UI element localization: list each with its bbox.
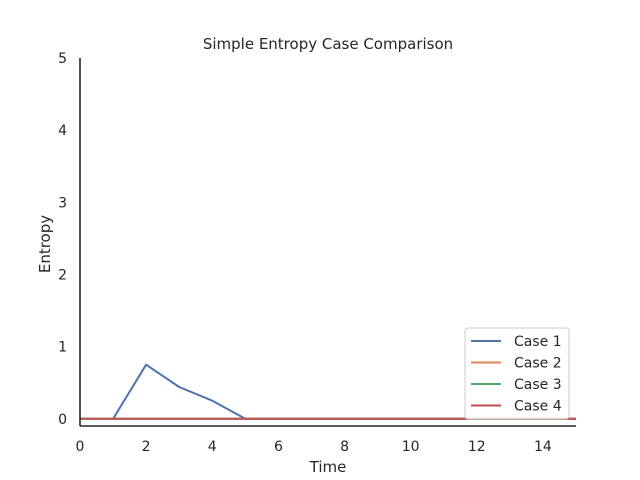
x-tick-label: 6	[274, 439, 283, 455]
y-tick-label: 3	[58, 195, 67, 211]
chart-title: Simple Entropy Case Comparison	[203, 35, 453, 53]
y-tick-label: 4	[58, 123, 67, 139]
y-tick-label: 0	[58, 412, 67, 428]
legend-label: Case 1	[514, 334, 562, 350]
y-axis-title: Entropy	[36, 215, 54, 273]
x-tick-label: 0	[76, 439, 85, 455]
y-tick-label: 1	[58, 340, 67, 356]
x-tick-label: 12	[468, 439, 486, 455]
x-axis-title: Time	[309, 458, 347, 476]
legend: Case 1 Case 2 Case 3 Case 4	[464, 327, 570, 420]
x-tick-label: 2	[142, 439, 151, 455]
y-axis-ticks: 0 1 2 3 4 5	[58, 51, 67, 428]
x-tick-label: 10	[402, 439, 420, 455]
legend-box	[464, 327, 570, 420]
x-tick-label: 8	[340, 439, 349, 455]
legend-label: Case 2	[514, 356, 562, 372]
legend-label: Case 3	[514, 377, 562, 393]
x-tick-label: 4	[208, 439, 217, 455]
x-axis-ticks: 0 2 4 6 8 10 12 14	[76, 439, 552, 455]
y-tick-label: 2	[58, 267, 67, 283]
legend-label: Case 4	[514, 399, 562, 415]
x-tick-label: 14	[534, 439, 552, 455]
y-tick-label: 5	[58, 51, 67, 67]
